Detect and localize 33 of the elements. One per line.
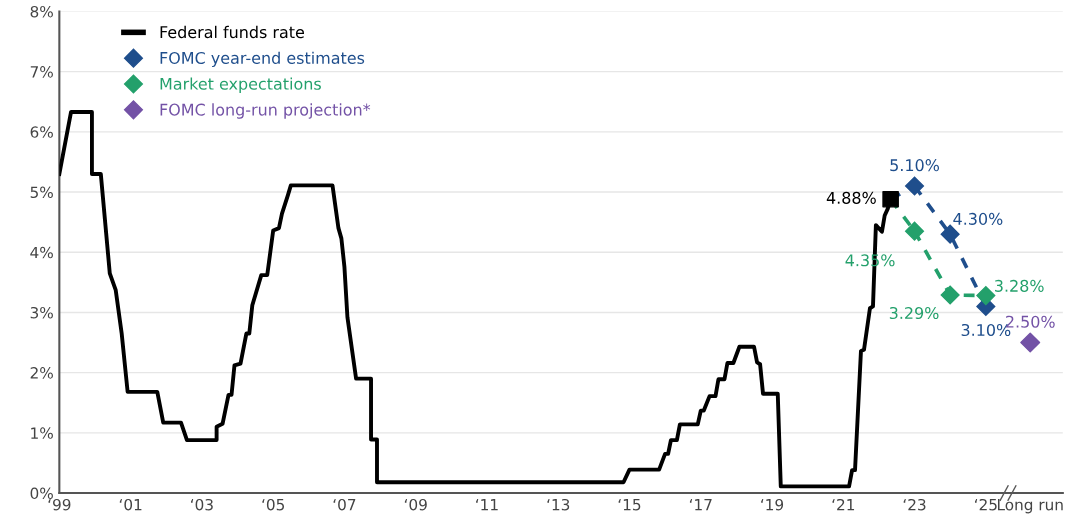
data-label: 5.10% <box>890 159 940 172</box>
x-tick-label: ‘01 <box>119 498 142 511</box>
y-tick-label: 1% <box>31 427 53 439</box>
y-tick-label: 3% <box>30 306 53 319</box>
y-tick-label: 4% <box>30 246 53 259</box>
x-tick-label: ‘25 <box>974 498 997 511</box>
legend-label: FOMC long-run projection* <box>160 103 371 119</box>
legend-label: Federal funds rate <box>160 25 304 39</box>
x-tick-label: ‘99 <box>48 498 71 511</box>
x-tick-label: ‘13 <box>547 498 570 511</box>
y-tick-label: 8% <box>30 5 53 18</box>
y-tick-label: 7% <box>30 66 53 78</box>
y-tick-label: 2% <box>30 367 53 379</box>
x-tick-label: ‘15 <box>618 499 641 511</box>
data-label: 4.30% <box>953 212 1003 225</box>
x-tick-label: ‘21 <box>832 498 855 511</box>
x-tick-label: ‘19 <box>761 498 784 511</box>
x-tick-label: ‘11 <box>476 499 498 511</box>
data-label: 3.29% <box>889 306 939 320</box>
annotation: 4.88% <box>826 191 876 204</box>
y-tick-label: 5% <box>30 186 53 199</box>
y-tick-label: 0% <box>30 487 53 500</box>
legend-label: Market expectations <box>160 77 321 93</box>
y-tick-label: 6% <box>30 126 53 138</box>
x-tick-label: ‘05 <box>262 498 284 511</box>
x-tick-label: Long run <box>997 499 1063 514</box>
x-tick-label: ‘07 <box>333 498 356 511</box>
x-tick-label: ‘17 <box>689 499 712 511</box>
legend-label: FOMC year-end estimates <box>160 51 365 68</box>
x-tick-label: ‘03 <box>191 498 213 511</box>
x-tick-label: ‘23 <box>903 498 926 511</box>
x-tick-label: ‘09 <box>404 498 427 511</box>
data-label: 3.28% <box>995 279 1044 292</box>
